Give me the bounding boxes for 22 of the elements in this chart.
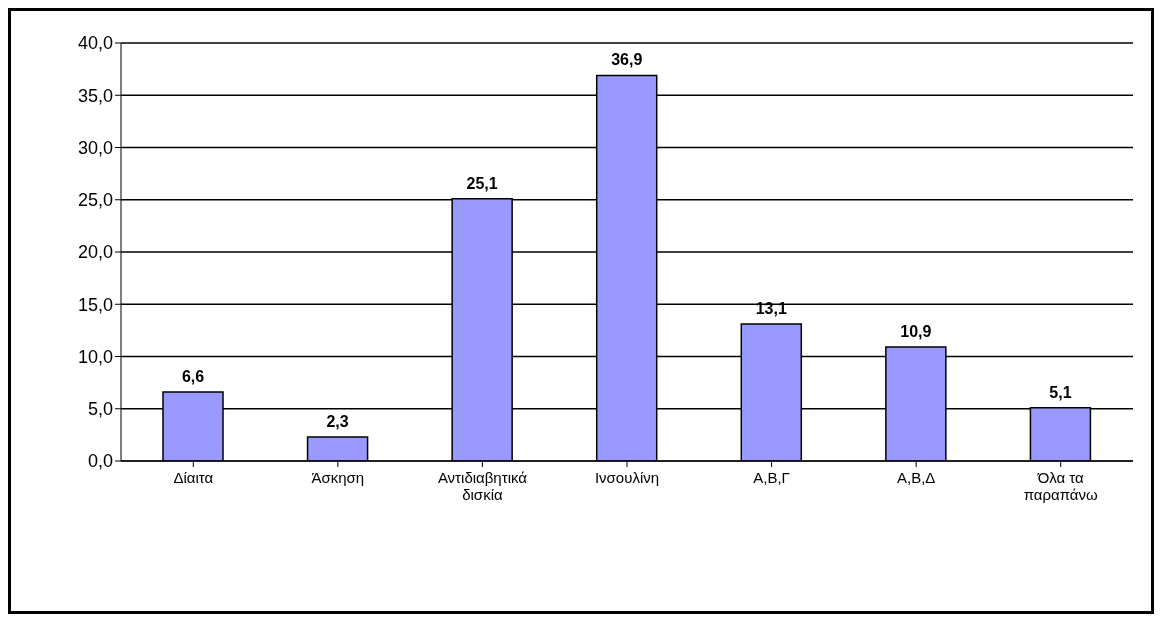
y-tick-label: 5,0 xyxy=(87,399,113,420)
y-tick-label: 10,0 xyxy=(77,346,113,367)
y-tick-label: 15,0 xyxy=(77,294,113,315)
data-label: 10,9 xyxy=(900,323,932,341)
data-label: 25,1 xyxy=(466,174,498,192)
x-tick-label: Α,Β,Δ xyxy=(896,469,936,486)
x-tick-label: Δίαιτα xyxy=(173,469,214,486)
y-tick-label: 0,0 xyxy=(87,451,113,472)
y-tick-label: 20,0 xyxy=(77,242,113,263)
x-tick-label: Όλα τα παραπάνω xyxy=(1023,469,1099,503)
data-label: 5,1 xyxy=(1049,383,1072,401)
x-tick-label: Α,Β,Γ xyxy=(753,469,790,486)
x-tick-label: Άσκηση xyxy=(311,469,365,486)
x-tick-label: Ινσουλίνη xyxy=(594,469,660,486)
data-label: 36,9 xyxy=(611,51,643,69)
y-tick-label: 30,0 xyxy=(77,137,113,158)
y-tick-label: 40,0 xyxy=(77,33,113,54)
y-tick-label: 35,0 xyxy=(77,85,113,106)
data-label: 6,6 xyxy=(181,368,205,386)
x-tick-label: Αντιδιαβητικά δισκία xyxy=(437,469,528,503)
data-label: 2,3 xyxy=(326,412,349,430)
y-tick-label: 25,0 xyxy=(77,190,113,211)
